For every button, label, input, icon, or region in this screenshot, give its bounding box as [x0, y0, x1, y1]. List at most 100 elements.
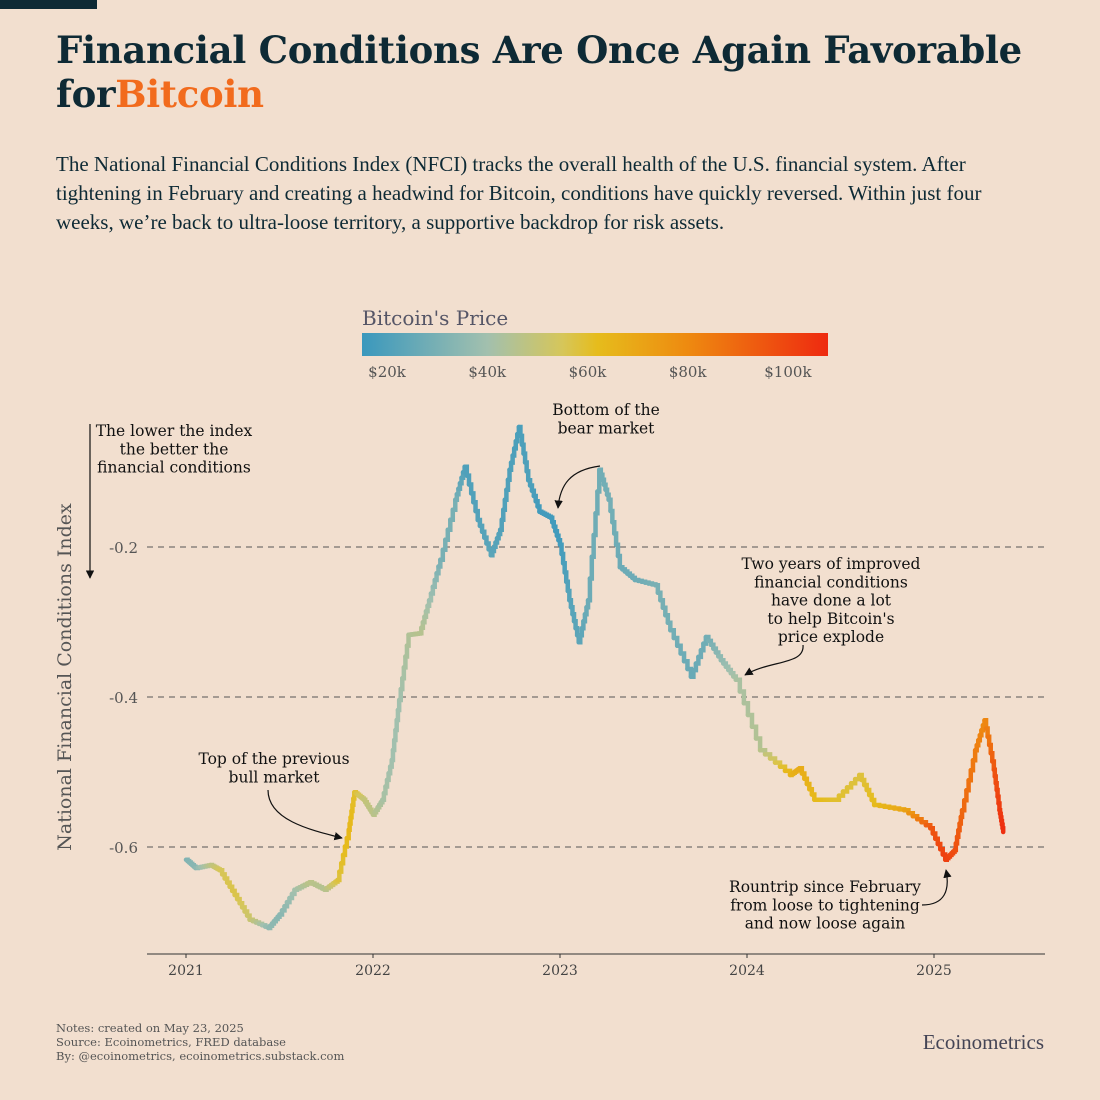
nfci-line-segment [610, 520, 617, 536]
y-tick-label: -0.2 [109, 539, 138, 557]
nfci-line-segment [560, 561, 567, 575]
nfci-line-segment [389, 747, 396, 763]
annotation-bear-bottom: bear market [558, 419, 656, 437]
colorbar-tick-label: $60k [569, 363, 608, 381]
annotation-bull-top: Top of the previous [198, 750, 349, 768]
nfci-line-segment [559, 551, 566, 566]
nfci-line-segment [518, 433, 525, 447]
nfci-line-segment [968, 758, 976, 773]
nfci-line-segment [959, 798, 967, 813]
nfci-line-segment [573, 626, 580, 638]
nfci-line-segment [671, 635, 680, 648]
nfci-line-segment [587, 554, 595, 581]
nfci-line-segment [665, 620, 673, 633]
subtitle: The National Financial Conditions Index … [56, 152, 982, 234]
nfci-line-segment [668, 628, 677, 641]
nfci-line-segment [567, 598, 574, 610]
nfci-line-segment [655, 590, 663, 603]
nfci-line-segment [970, 748, 978, 763]
y-tick-label: -0.6 [109, 839, 138, 857]
nfci-line-segment [988, 751, 995, 764]
nfci-line-segment [504, 477, 511, 492]
nfci-line-segment [390, 737, 397, 753]
colorbar-tick-label: $80k [669, 363, 708, 381]
nfci-line-segment [521, 451, 528, 465]
top-accent-bar [0, 0, 97, 9]
annotation-improved-conditions: price explode [778, 628, 884, 646]
x-tick-label: 2021 [168, 963, 204, 979]
nfci-line-segment [579, 619, 586, 631]
page-title: Financial Conditions Are Once Again Favo… [56, 28, 1096, 116]
colorbar-tick-label: $40k [468, 363, 507, 381]
note-line: Notes: created on May 23, 2025 [56, 1021, 244, 1035]
nfci-line-segment [595, 467, 602, 494]
nfci-line-segment [464, 473, 472, 487]
y-tick-label: -0.4 [109, 689, 138, 707]
nfci-line-segment [499, 507, 506, 522]
nfci-line-segment [615, 553, 623, 570]
nfci-line-segment [473, 508, 480, 523]
nfci-line-segment [501, 497, 508, 512]
nfci-line-segment [570, 612, 577, 624]
arrow-icon [554, 465, 601, 509]
nfci-line-segment [568, 605, 575, 617]
title-text: Financial Conditions Are Once Again Favo… [56, 28, 1022, 116]
nfci-line-segment [653, 583, 661, 595]
nfci-line-segment [581, 612, 588, 624]
nfci-line-segment [440, 537, 448, 552]
brand-logo-text: Ecoinometrics [922, 1030, 1044, 1054]
nfci-line-segment [663, 613, 671, 625]
nfci-line-segment [563, 579, 571, 594]
nfci-line-segment [990, 759, 997, 772]
colorbar [362, 333, 828, 356]
nfci-line-segment [507, 460, 514, 472]
nfci-line-segment [613, 542, 621, 559]
nfci-line-segment [395, 697, 402, 713]
nfci-line-segment [591, 511, 598, 538]
nfci-line-segment [510, 446, 517, 458]
nfci-line-segment [593, 489, 600, 516]
nfci-line-segment [462, 464, 470, 478]
by-line: By: @ecoinometrics, ecoinometrics.substa… [56, 1049, 345, 1063]
arrow-icon [744, 644, 804, 676]
annotation-improved-conditions: financial conditions [754, 573, 908, 591]
nfci-line-segment [674, 643, 683, 656]
nfci-line-segment [753, 736, 763, 753]
nfci-line-segment [466, 482, 474, 496]
nfci-line-segment [982, 718, 989, 731]
nfci-line-segment [983, 726, 990, 739]
nfci-line-segment [660, 605, 668, 618]
nfci-line-segment [658, 598, 666, 610]
nfci-line-segment [608, 508, 615, 525]
x-tick-label: 2022 [355, 963, 391, 979]
footnotes: Notes: created on May 23, 2025 Source: E… [56, 1021, 344, 1063]
nfci-line-segment [565, 588, 572, 603]
nfci-line-segment [448, 507, 456, 522]
nfci-line-segment [443, 527, 451, 542]
annotation-roundtrip: Rountrip since February [729, 878, 921, 896]
nfci-line-segment [557, 542, 564, 557]
nfci-line-segment [497, 517, 504, 532]
nfci-line-segment [584, 598, 591, 610]
nfci-line-segment [678, 651, 687, 664]
nfci-line-segment [401, 654, 408, 670]
y-axis-label: National Financial Conditions Index [54, 503, 76, 851]
title-highlight: Bitcoin [115, 72, 264, 116]
nfci-line-segment [471, 500, 478, 514]
annotation-improved-conditions: to help Bitcoin's [767, 610, 894, 628]
nfci-line-segment [964, 778, 971, 793]
nfci-line-segment [741, 701, 751, 718]
nfci-line-segment [966, 768, 974, 783]
annotation-lower-index: financial conditions [97, 459, 251, 477]
annotation-bear-bottom: Bottom of the [552, 401, 660, 419]
nfci-line-segment [611, 531, 619, 547]
x-tick-label: 2025 [916, 963, 952, 979]
nfci-line-segment [961, 788, 969, 803]
arrow-icon [921, 869, 952, 906]
nfci-line-segment [1000, 826, 1006, 835]
nfci-line-segment [396, 686, 403, 703]
nfci-line-segment [571, 619, 578, 631]
nfci-line-segment [337, 861, 344, 874]
nfci-line-segment [516, 424, 523, 439]
